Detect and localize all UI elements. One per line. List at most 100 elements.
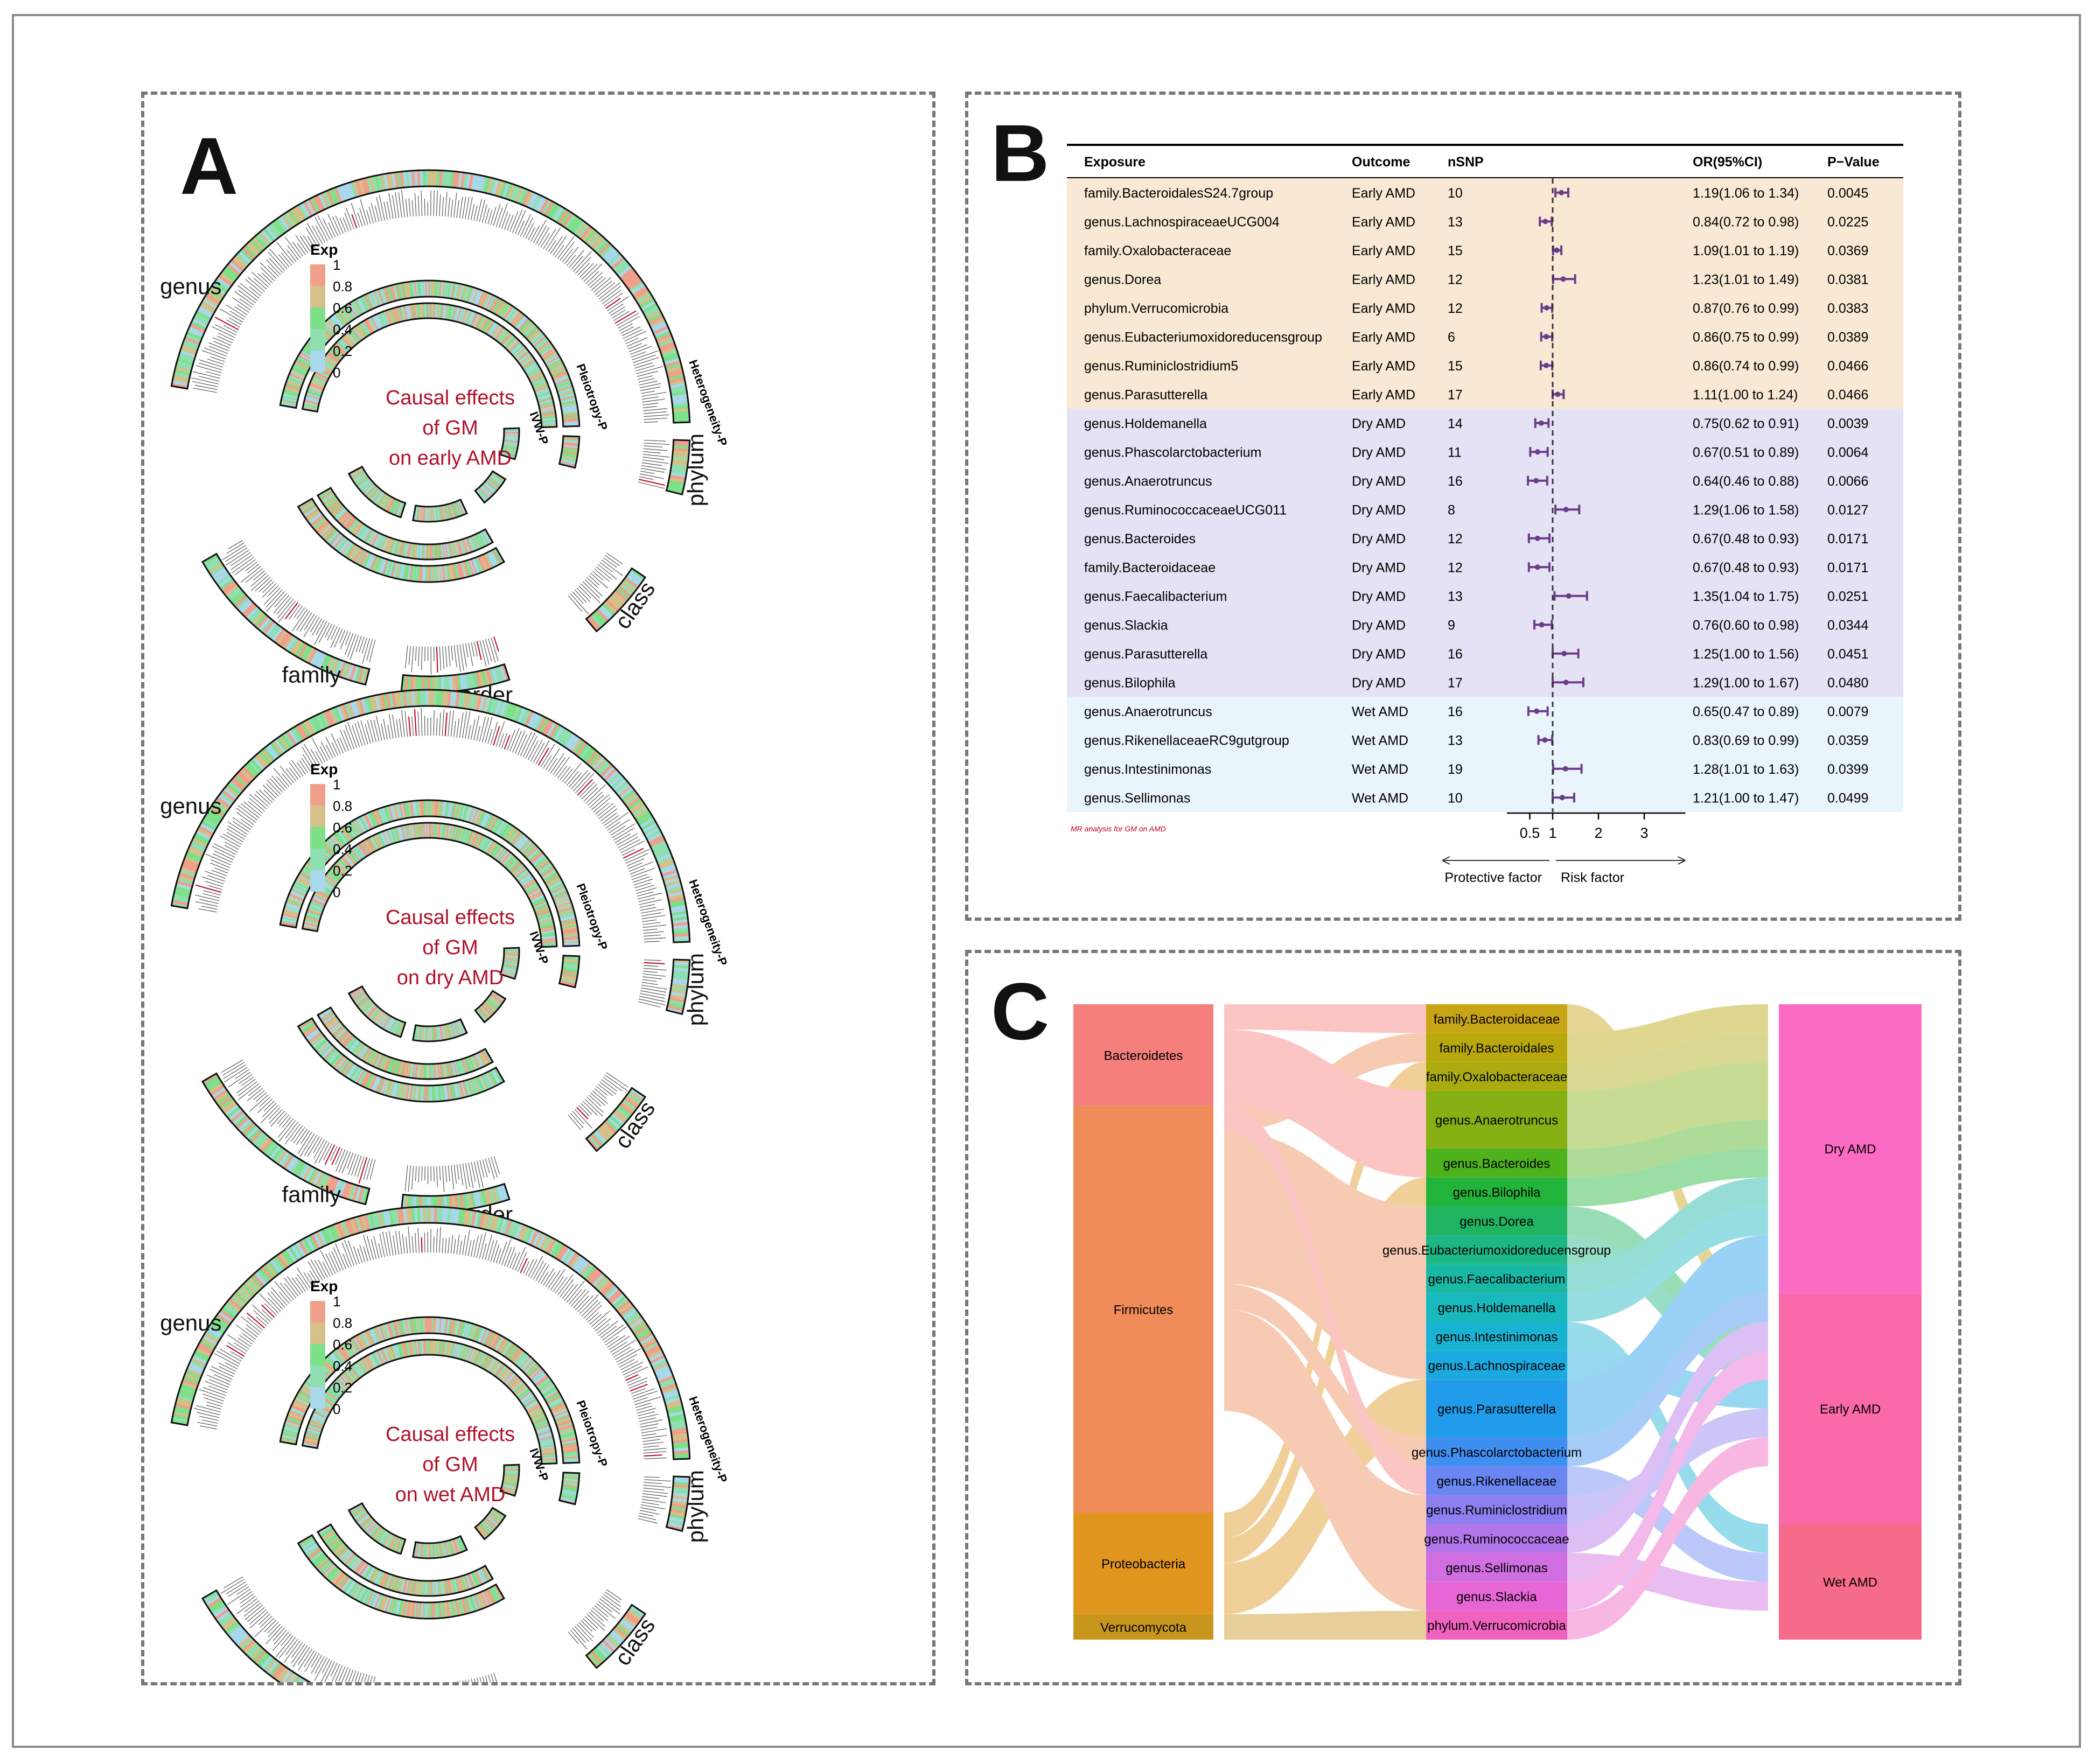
phylum-label-tick (641, 1499, 666, 1503)
inner-genus-2-stripe (479, 836, 488, 851)
inner-family-stripe (396, 1021, 403, 1036)
phylum-label-tick (640, 468, 665, 473)
genus-label-tick (310, 748, 320, 765)
inner-order-stripe (432, 1026, 435, 1041)
inner-genus-stripe (463, 805, 470, 822)
genus-label-tick (591, 277, 606, 291)
genus-label-tick (602, 290, 621, 304)
genus-ring-stripe (632, 285, 648, 298)
order-label-tick (493, 1673, 497, 1682)
inner-order-stripe (437, 1025, 441, 1041)
inner-genus-2-stripe (443, 824, 447, 839)
inner-lower-2-stripe (464, 1080, 471, 1096)
inner-order-stripe (454, 502, 461, 517)
genus-ring-stripe (579, 226, 592, 241)
order-label-tick (476, 641, 482, 660)
genus-label-tick (411, 1236, 414, 1254)
genus-label-tick (595, 281, 612, 295)
inner-genus-stripe (448, 801, 452, 818)
genus-ring-stripe (347, 1219, 355, 1235)
inner-genus-stripe (452, 802, 457, 819)
inner-lower-2-stripe (408, 564, 413, 581)
inner-genus-2-stripe (487, 841, 497, 855)
inner-lower-stripe (363, 528, 372, 543)
inner-lower-2-stripe (315, 520, 329, 532)
inner-phylum-stripe (502, 444, 518, 449)
inner-genus-2-stripe (391, 828, 397, 843)
figure-frame (12, 14, 2081, 1748)
genus-ring-stripe (571, 219, 584, 234)
inner-lower-stripe (456, 1060, 462, 1075)
inner-family-stripe (361, 1002, 374, 1013)
genus-label-tick (339, 729, 349, 751)
inner-order-stripe (431, 1026, 434, 1041)
inner-order-stripe (416, 506, 420, 521)
class-ring-stripe (624, 577, 639, 590)
inner-genus-stripe (371, 291, 379, 307)
inner-order-stripe (451, 503, 457, 518)
genus-ring-stripe (176, 1397, 193, 1405)
genus-ring-stripe (569, 1254, 581, 1269)
inner-class-stripe (487, 478, 500, 488)
inner-genus-stripe (525, 325, 538, 339)
inner-lower-stripe (353, 1042, 364, 1056)
inner-lower-2-stripe (312, 516, 326, 528)
inner-genus-outline (279, 279, 581, 428)
inner-genus-stripe (551, 370, 568, 379)
family-ring-stripe (228, 588, 243, 601)
inner-lower-2-stripe (346, 544, 357, 559)
inner-family-stripe (350, 468, 364, 477)
inner-phylum-outer-stripe (561, 452, 578, 457)
family-label-tick (249, 1094, 269, 1112)
genus-ring-stripe (234, 254, 249, 268)
inner-genus-2-stripe (497, 329, 508, 342)
inner-genus-2-stripe (527, 889, 542, 898)
inner-order-stripe (441, 1025, 445, 1040)
inner-genus-2-stripe (474, 834, 482, 848)
genus-label-tick (642, 922, 661, 925)
inner-genus-stripe (357, 817, 367, 832)
inner-genus-2-stripe (353, 846, 364, 860)
inner-genus-stripe (459, 284, 465, 301)
inner-genus-stripe (493, 299, 503, 314)
inner-genus-2-stripe (506, 857, 518, 870)
class-ring-stripe (630, 568, 646, 580)
genus-ring-stripe (218, 274, 233, 287)
family-label-tick (266, 1626, 283, 1644)
inner-genus-2-stripe (391, 308, 397, 324)
genus-label-tick (404, 711, 408, 737)
class-label-tick (601, 1079, 617, 1091)
genus-ring-stripe (489, 698, 497, 715)
genus-ring-stripe (569, 737, 581, 752)
inner-family-stripe (366, 1005, 378, 1017)
order-label-tick (459, 644, 464, 671)
inner-genus-2-stripe (322, 878, 336, 888)
legend-color-step (310, 849, 325, 870)
genus-ring-stripe (313, 715, 324, 732)
order-label-tick (415, 646, 417, 661)
inner-lower-2-stripe (331, 1054, 344, 1068)
inner-genus-stripe (539, 864, 554, 876)
genus-ring-stripe (250, 238, 264, 253)
order-label-tick (453, 1165, 457, 1184)
inner-genus-2-stripe (333, 864, 346, 876)
inner-genus-stripe (532, 855, 547, 867)
genus-label-tick (605, 812, 628, 829)
inner-lower-stripe (439, 543, 443, 559)
genus-ring-stripe (339, 1221, 348, 1238)
inner-lower-stripe (323, 1016, 337, 1026)
family-ring-stripe (241, 1121, 255, 1136)
inner-lower-2-stripe (466, 560, 473, 577)
inner-order-stripe (428, 506, 430, 522)
inner-lower-stripe (402, 1061, 407, 1077)
genus-ring-stripe (657, 856, 674, 865)
inner-order-stripe (436, 506, 439, 522)
inner-lower-stripe (320, 1011, 334, 1021)
inner-family-stripe (380, 494, 389, 508)
inner-lower-2-stripe (492, 549, 501, 565)
genus-label-tick (218, 332, 234, 341)
class-ring-stripe (622, 1098, 637, 1111)
inner-lower-stripe (321, 493, 335, 503)
inner-class-stripe (485, 480, 498, 492)
inner-genus-2-stripe (513, 865, 526, 877)
